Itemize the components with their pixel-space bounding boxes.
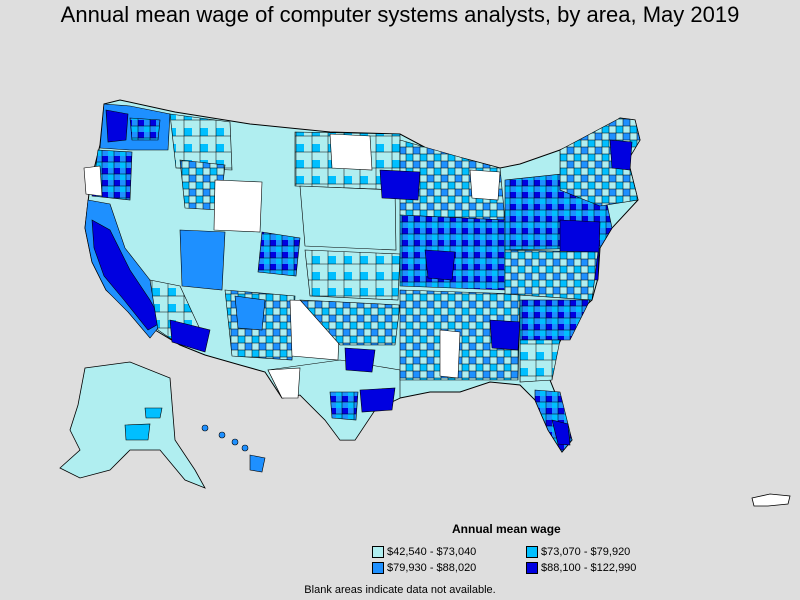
south: [399, 289, 591, 453]
legend-item-4: $88,100 - $122,990: [526, 562, 636, 574]
alaska-area-2: [144, 407, 163, 419]
legend-label-4: $88,100 - $122,990: [541, 562, 637, 574]
legend-title: Annual mean wage: [452, 522, 561, 536]
legend-item-3: $79,930 - $88,020: [372, 562, 476, 574]
hawaii: [201, 424, 266, 473]
midwest: [379, 139, 506, 291]
legend-item-1: $42,540 - $73,040: [372, 546, 476, 558]
legend-label-2: $73,070 - $79,920: [541, 546, 631, 558]
no-data-note: Blank areas indicate data not available.: [304, 584, 496, 596]
alaska-area: [124, 423, 151, 441]
texas: [267, 347, 401, 441]
map-title: Annual mean wage of computer systems ana…: [60, 2, 740, 27]
great-plains: [289, 131, 401, 361]
legend-swatch-3: [372, 562, 384, 574]
legend-swatch-1: [372, 546, 384, 558]
legend-swatch-4: [526, 562, 538, 574]
puerto-rico: [751, 493, 791, 507]
legend-item-2: $73,070 - $79,920: [526, 546, 630, 558]
pacific-northwest: [91, 103, 171, 201]
legend-label-1: $42,540 - $73,040: [387, 546, 477, 558]
legend-label-3: $79,930 - $88,020: [387, 562, 477, 574]
mountain-west: [149, 113, 301, 361]
legend-swatch-2: [526, 546, 538, 558]
northeast: [504, 117, 641, 301]
california: [83, 165, 167, 339]
